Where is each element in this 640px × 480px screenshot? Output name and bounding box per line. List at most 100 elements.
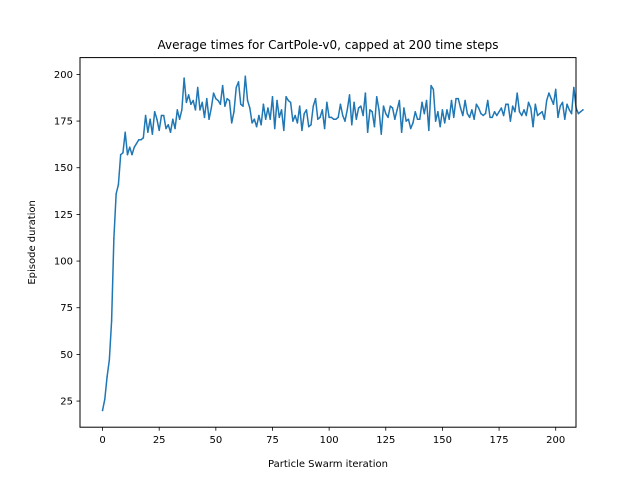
data-point: [496, 114, 498, 117]
data-point: [462, 114, 464, 117]
series-points: [101, 75, 584, 412]
data-point: [378, 109, 380, 111]
data-point: [416, 118, 419, 120]
data-point: [339, 103, 342, 106]
data-point: [321, 109, 324, 111]
data-point: [471, 109, 473, 111]
data-point: [101, 409, 104, 412]
data-point: [158, 129, 160, 132]
data-point: [296, 122, 299, 124]
data-point: [570, 112, 573, 115]
data-point: [294, 114, 296, 117]
data-point: [355, 118, 358, 120]
data-point: [178, 118, 181, 120]
data-point: [181, 109, 183, 111]
data-point: [468, 116, 471, 119]
data-point: [332, 118, 335, 120]
data-point: [568, 109, 571, 111]
data-point: [554, 88, 557, 91]
data-point: [192, 99, 194, 102]
data-point: [185, 101, 188, 104]
data-point: [564, 118, 566, 120]
data-point: [235, 86, 237, 89]
data-point: [400, 131, 403, 134]
data-point: [122, 152, 124, 154]
y-tick-label: 150: [54, 163, 73, 174]
data-point: [543, 118, 546, 120]
data-point: [566, 103, 568, 106]
data-point: [457, 97, 460, 100]
x-tick-label: 0: [99, 435, 105, 446]
data-point: [271, 96, 274, 98]
data-point: [557, 116, 559, 119]
data-point: [337, 116, 339, 119]
data-point: [267, 107, 269, 109]
data-point: [439, 125, 441, 128]
data-point: [518, 110, 521, 113]
data-point: [215, 97, 217, 100]
data-point: [486, 99, 489, 102]
data-point: [237, 81, 240, 83]
data-point: [319, 116, 321, 119]
chart-title: Average times for CartPole-v0, capped at…: [158, 38, 499, 52]
data-point: [119, 153, 122, 156]
data-point: [226, 97, 228, 100]
y-tick-label: 100: [54, 257, 73, 268]
data-point: [396, 109, 398, 111]
data-point: [133, 146, 136, 148]
data-point: [346, 109, 349, 111]
data-point: [482, 114, 484, 117]
data-point: [251, 122, 253, 124]
data-point: [292, 120, 294, 122]
data-point: [509, 120, 512, 122]
data-point: [387, 116, 389, 119]
data-point: [194, 109, 197, 111]
data-point: [582, 109, 584, 111]
data-point: [366, 131, 369, 134]
data-point: [391, 107, 394, 109]
y-tick-label: 175: [54, 117, 73, 128]
data-point: [298, 105, 301, 107]
data-point: [419, 118, 421, 120]
data-point: [323, 127, 326, 130]
data-point: [262, 103, 265, 106]
data-point: [210, 107, 213, 109]
data-point: [217, 99, 219, 102]
data-point: [491, 116, 494, 119]
data-point: [149, 118, 151, 120]
data-point: [253, 118, 256, 120]
data-point: [409, 127, 412, 130]
data-point: [307, 125, 310, 128]
data-point: [382, 105, 385, 107]
data-point: [228, 99, 231, 102]
data-point: [500, 107, 503, 109]
data-point: [525, 114, 528, 117]
data-point: [258, 114, 260, 117]
data-point: [240, 103, 242, 106]
data-point: [174, 127, 176, 130]
data-point: [128, 146, 131, 148]
x-tick-label: 150: [433, 435, 452, 446]
data-point: [167, 124, 170, 126]
data-point: [344, 120, 346, 122]
x-tick-label: 100: [320, 435, 339, 446]
data-point: [283, 129, 285, 132]
data-point: [443, 122, 446, 124]
data-point: [362, 114, 364, 117]
data-point: [425, 99, 428, 102]
data-point: [203, 116, 206, 119]
data-point: [140, 138, 142, 141]
x-tick-label: 75: [266, 435, 279, 446]
data-point: [412, 122, 414, 124]
data-point: [176, 109, 179, 111]
data-point: [260, 124, 262, 126]
data-point: [310, 124, 312, 126]
data-point: [255, 125, 258, 128]
y-axis-label: Episode duration: [27, 200, 38, 285]
data-point: [380, 133, 382, 135]
data-point: [199, 109, 201, 111]
data-point: [172, 118, 174, 120]
data-point: [224, 105, 226, 107]
